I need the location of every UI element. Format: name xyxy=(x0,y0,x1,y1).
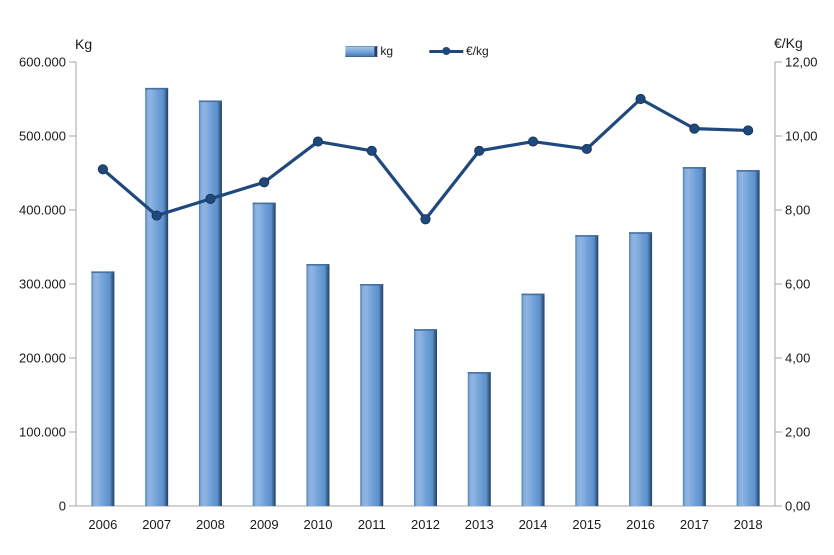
bar-top-cap-2009 xyxy=(252,202,276,205)
line-marker-2017 xyxy=(689,123,700,134)
right-axis-tick-label: 4,00 xyxy=(785,351,810,366)
legend-kg-label: kg xyxy=(380,44,393,58)
bar-top-cap-2007 xyxy=(145,87,169,90)
left-axis-tick-label: 300.000 xyxy=(19,277,66,292)
bar-2013 xyxy=(467,372,491,506)
x-axis-label-2013: 2013 xyxy=(465,517,494,532)
bar-2008 xyxy=(198,100,222,506)
x-axis-label-2007: 2007 xyxy=(142,517,171,532)
bar-2009 xyxy=(252,202,276,506)
left-axis-tick-label: 0 xyxy=(59,499,66,514)
left-axis-tick-label: 400.000 xyxy=(19,203,66,218)
bar-series-swatch-icon xyxy=(345,45,378,57)
bar-2012 xyxy=(414,329,437,506)
bar-top-cap-2014 xyxy=(521,293,545,296)
bar-2018 xyxy=(736,170,760,507)
bar-2014 xyxy=(521,293,545,506)
line-marker-2011 xyxy=(366,145,377,156)
left-axis-tick-label: 500.000 xyxy=(19,129,66,144)
bar-top-cap-2011 xyxy=(360,284,384,286)
x-axis-label-2012: 2012 xyxy=(411,517,440,532)
line-marker-2007 xyxy=(151,210,162,221)
right-axis-tick-label: 0,00 xyxy=(785,499,810,514)
bar-top-cap-2015 xyxy=(575,235,599,237)
bar-top-cap-2008 xyxy=(198,100,222,103)
left-axis-tick-label: 100.000 xyxy=(19,425,66,440)
line-series-swatch-icon xyxy=(429,47,463,56)
bar-top-cap-2017 xyxy=(682,167,706,169)
bar-top-cap-2006 xyxy=(91,271,115,274)
right-axis-tick-label: 12,00 xyxy=(785,55,818,70)
x-axis-label-2017: 2017 xyxy=(680,517,709,532)
x-axis-label-2018: 2018 xyxy=(734,517,763,532)
line-marker-2010 xyxy=(312,136,324,147)
bar-2007 xyxy=(145,87,169,507)
left-axis-tick-label: 200.000 xyxy=(19,351,66,366)
bar-2006 xyxy=(91,271,115,506)
right-axis-tick-label: 2,00 xyxy=(785,425,810,440)
line-marker-2018 xyxy=(743,125,754,136)
bar-2011 xyxy=(360,284,384,506)
right-axis-title: €/Kg xyxy=(774,35,803,51)
left-axis-title: Kg xyxy=(75,36,93,52)
x-axis-label-2008: 2008 xyxy=(196,517,225,532)
x-axis-label-2014: 2014 xyxy=(519,517,548,532)
line-marker-2008 xyxy=(205,193,216,204)
line-marker-2016 xyxy=(635,93,646,105)
right-axis-tick-label: 6,00 xyxy=(785,277,810,292)
line-marker-2014 xyxy=(527,136,539,147)
legend-item-kg: kg xyxy=(345,44,393,58)
legend-eur-label: €/kg xyxy=(466,44,489,58)
bar-top-cap-2016 xyxy=(629,232,653,234)
line-marker-2015 xyxy=(581,143,592,155)
x-axis-label-2016: 2016 xyxy=(626,517,655,532)
bar-top-cap-2013 xyxy=(467,372,491,374)
legend: kg €/kg xyxy=(345,44,489,58)
right-axis-tick-label: 8,00 xyxy=(785,203,810,218)
bar-2015 xyxy=(575,235,599,506)
legend-item-eur: €/kg xyxy=(429,44,489,58)
line-marker-2013 xyxy=(474,145,485,156)
right-axis-tick-label: 10,00 xyxy=(785,129,818,144)
bar-2016 xyxy=(629,232,653,506)
bar-top-cap-2010 xyxy=(306,264,330,266)
bar-top-cap-2018 xyxy=(736,170,760,172)
line-marker-2009 xyxy=(259,177,270,188)
x-axis-label-2009: 2009 xyxy=(250,517,279,532)
x-axis-label-2006: 2006 xyxy=(88,517,117,532)
bar-2010 xyxy=(306,264,330,506)
bar-2017 xyxy=(682,167,706,506)
line-marker-2012 xyxy=(420,214,431,225)
x-axis-label-2011: 2011 xyxy=(358,517,386,532)
x-axis-label-2015: 2015 xyxy=(572,517,601,532)
line-marker-2006 xyxy=(97,164,108,175)
x-axis-label-2010: 2010 xyxy=(304,517,333,532)
bar-top-cap-2012 xyxy=(414,329,437,331)
left-axis-tick-label: 600.000 xyxy=(19,55,66,70)
